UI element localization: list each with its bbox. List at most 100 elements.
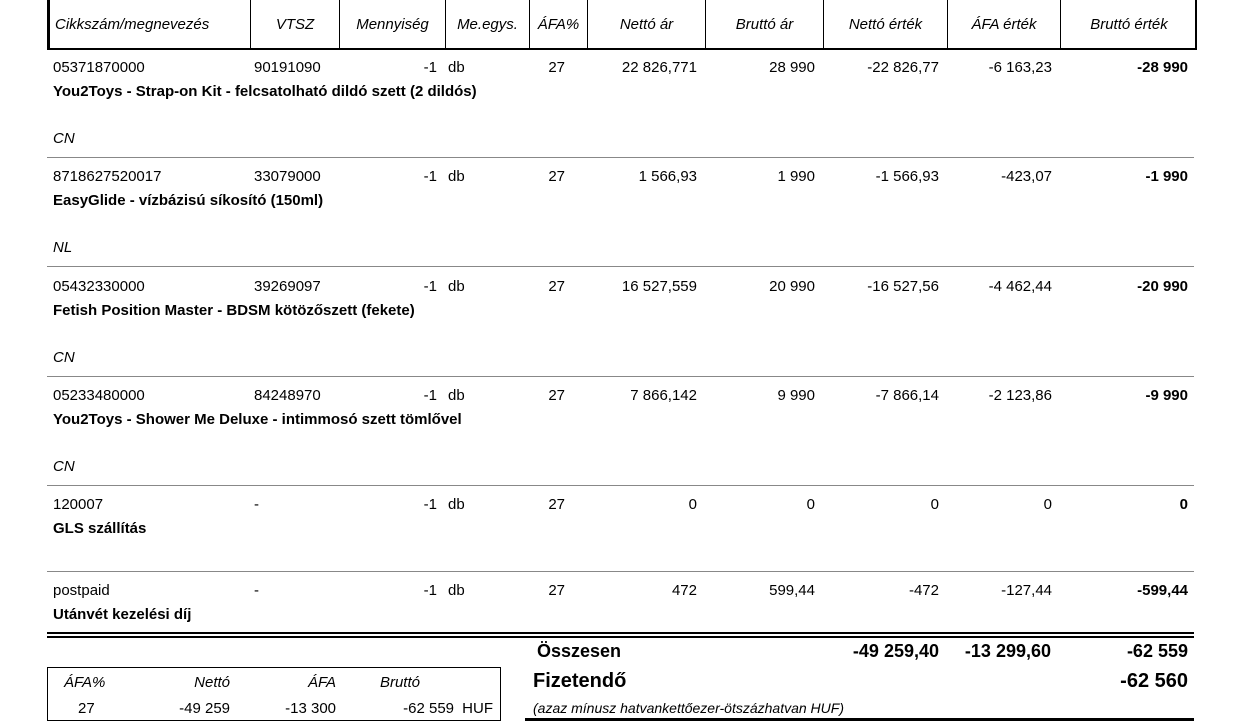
cell-code: postpaid xyxy=(53,582,110,599)
cell-code: 8718627520017 xyxy=(53,168,162,185)
cell-vat: 27 xyxy=(548,278,565,295)
cell-code: 05233480000 xyxy=(53,387,145,404)
cell-code: 05432330000 xyxy=(53,278,145,295)
cell-net-price: 0 xyxy=(688,496,697,513)
cell-vtsz: - xyxy=(254,496,259,513)
vat-summary-rate: 27 xyxy=(78,700,95,717)
item-origin: CN xyxy=(53,458,75,475)
row-divider xyxy=(47,571,1194,572)
cell-unit: db xyxy=(448,59,465,76)
cell-vtsz: - xyxy=(254,582,259,599)
cell-net-value: -1 566,93 xyxy=(875,168,939,185)
cell-net-price: 1 566,93 xyxy=(638,168,697,185)
cell-qty: -1 xyxy=(423,278,437,295)
cell-gross-price: 20 990 xyxy=(769,278,815,295)
cell-qty: -1 xyxy=(423,387,437,404)
cell-net-price: 16 527,559 xyxy=(621,278,697,295)
cell-gross-price: 1 990 xyxy=(777,168,815,185)
column-header: Bruttó ár xyxy=(706,0,824,48)
cell-vat-value: 0 xyxy=(1043,496,1052,513)
item-origin: CN xyxy=(53,130,75,147)
row-divider xyxy=(47,376,1194,377)
column-header: Nettó ár xyxy=(588,0,706,48)
divider xyxy=(47,632,1194,634)
cell-net-value: -16 527,56 xyxy=(867,278,939,295)
column-header: Me.egys. xyxy=(446,0,530,48)
column-header: Mennyiség xyxy=(340,0,446,48)
divider xyxy=(525,718,1194,721)
item-origin: CN xyxy=(53,349,75,366)
vat-summary-header: ÁFA% xyxy=(64,674,106,691)
column-header: ÁFA érték xyxy=(948,0,1061,48)
cell-unit: db xyxy=(448,278,465,295)
cell-gross-price: 9 990 xyxy=(777,387,815,404)
cell-qty: -1 xyxy=(423,582,437,599)
cell-vat: 27 xyxy=(548,496,565,513)
cell-gross-price: 599,44 xyxy=(769,582,815,599)
vat-summary-net: -49 259 xyxy=(179,700,230,717)
vat-summary-currency: HUF xyxy=(462,700,493,717)
cell-gross-value: -28 990 xyxy=(1137,59,1188,76)
cell-vtsz: 33079000 xyxy=(254,168,321,185)
item-name: You2Toys - Shower Me Deluxe - intimmosó … xyxy=(53,411,462,428)
cell-vat: 27 xyxy=(548,582,565,599)
cell-code: 05371870000 xyxy=(53,59,145,76)
cell-net-value: 0 xyxy=(930,496,939,513)
cell-net-price: 7 866,142 xyxy=(630,387,697,404)
cell-gross-value: -20 990 xyxy=(1137,278,1188,295)
column-header: Bruttó érték xyxy=(1090,16,1168,33)
cell-vtsz: 90191090 xyxy=(254,59,321,76)
totals-label: Összesen xyxy=(537,641,622,661)
cell-vtsz: 39269097 xyxy=(254,278,321,295)
cell-gross-value: -9 990 xyxy=(1145,387,1188,404)
cell-vat-value: -423,07 xyxy=(1001,168,1052,185)
cell-unit: db xyxy=(448,496,465,513)
vat-summary-vat: -13 300 xyxy=(285,700,336,717)
cell-net-value: -22 826,77 xyxy=(867,59,939,76)
vat-summary-gross: -62 559 xyxy=(403,700,454,717)
table-header: Cikkszám/megnevezés VTSZ Mennyiség Me.egys.… xyxy=(47,0,1197,50)
cell-vat-value: -127,44 xyxy=(1001,582,1052,599)
payable-label: Fizetendő xyxy=(533,670,627,692)
vat-summary-box: ÁFA% Nettó ÁFA Bruttó 27 -49 259 -13 300… xyxy=(47,667,501,721)
cell-qty: -1 xyxy=(423,496,437,513)
row-divider xyxy=(47,266,1194,267)
cell-gross-value: -599,44 xyxy=(1137,582,1188,599)
cell-vat: 27 xyxy=(548,387,565,404)
column-header: Cikkszám/megnevezés xyxy=(50,0,251,48)
payable-value: -62 560 xyxy=(1120,670,1188,692)
cell-unit: db xyxy=(448,582,465,599)
row-divider xyxy=(47,485,1194,486)
cell-gross-price: 28 990 xyxy=(769,59,815,76)
cell-vat: 27 xyxy=(548,168,565,185)
cell-net-value: -7 866,14 xyxy=(875,387,939,404)
vat-summary-header: Bruttó xyxy=(379,674,420,691)
item-name: EasyGlide - vízbázisú síkosító (150ml) xyxy=(53,192,324,209)
cell-vat: 27 xyxy=(548,59,565,76)
cell-code: 120007 xyxy=(53,496,104,513)
vat-summary-header: ÁFA xyxy=(307,674,336,691)
column-header: VTSZ xyxy=(251,0,340,48)
cell-net-price: 472 xyxy=(671,582,697,599)
cell-vtsz: 84248970 xyxy=(254,387,321,404)
item-name: Fetish Position Master - BDSM kötözőszet… xyxy=(53,302,415,319)
cell-vat-value: -4 462,44 xyxy=(988,278,1052,295)
cell-net-value: -472 xyxy=(908,582,939,599)
cell-vat-value: -6 163,23 xyxy=(988,59,1052,76)
cell-net-price: 22 826,771 xyxy=(621,59,697,76)
cell-qty: -1 xyxy=(423,168,437,185)
cell-vat-value: -2 123,86 xyxy=(988,387,1052,404)
item-name: Utánvét kezelési díj xyxy=(53,606,192,623)
item-name: You2Toys - Strap-on Kit - felcsatolható … xyxy=(53,83,477,100)
cell-unit: db xyxy=(448,387,465,404)
cell-qty: -1 xyxy=(423,59,437,76)
totals-vat: -13 299,60 xyxy=(964,641,1051,661)
column-header: ÁFA% xyxy=(530,0,588,48)
totals-gross: -62 559 xyxy=(1126,641,1188,661)
item-origin: NL xyxy=(53,239,73,256)
totals-net: -49 259,40 xyxy=(852,641,939,661)
column-header: Nettó érték xyxy=(824,0,948,48)
divider xyxy=(47,636,1194,638)
cell-gross-price: 0 xyxy=(806,496,815,513)
row-divider xyxy=(47,157,1194,158)
